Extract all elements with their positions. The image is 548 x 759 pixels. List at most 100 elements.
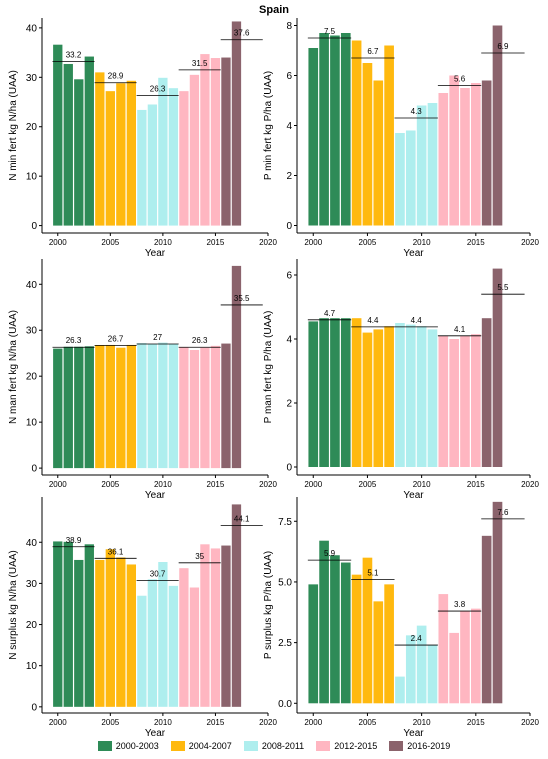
bar-2015 bbox=[471, 83, 481, 226]
mean-label-2008-2011: 4.4 bbox=[411, 316, 423, 325]
bar-2011 bbox=[427, 329, 438, 467]
mean-label-2004-2007: 26.7 bbox=[108, 334, 124, 343]
x-tick-label: 2005 bbox=[359, 718, 377, 727]
x-tick-label: 2010 bbox=[413, 718, 431, 727]
figure-title: Spain bbox=[259, 4, 289, 16]
y-tick-label: 40 bbox=[26, 23, 38, 34]
bar-2010 bbox=[158, 77, 168, 226]
y-axis-title: N man fert kg N/ha (UAA) bbox=[8, 310, 19, 424]
x-tick-label: 2010 bbox=[154, 238, 172, 247]
bar-2001 bbox=[63, 63, 73, 226]
bar-2009 bbox=[147, 579, 158, 707]
legend-label: 2008-2011 bbox=[261, 741, 305, 751]
mean-label-2008-2011: 4.3 bbox=[411, 107, 423, 116]
bar-2013 bbox=[189, 587, 200, 707]
legend-item-2016-2019: 2016-2019 bbox=[389, 741, 450, 751]
legend-label: 2000-2003 bbox=[115, 741, 159, 751]
x-tick-label: 2010 bbox=[154, 718, 172, 727]
mean-label-2016-2019: 7.6 bbox=[497, 508, 509, 517]
x-tick-label: 2020 bbox=[259, 480, 277, 489]
bar-2005 bbox=[105, 549, 115, 707]
x-tick-label: 2000 bbox=[304, 238, 322, 247]
y-tick-label: 30 bbox=[26, 579, 38, 590]
bar-2004 bbox=[95, 559, 105, 707]
legend-label: 2016-2019 bbox=[407, 741, 451, 751]
bar-2007 bbox=[126, 344, 136, 469]
x-tick-label: 2000 bbox=[304, 718, 322, 727]
y-tick-label: 5.0 bbox=[278, 577, 292, 588]
x-tick-label: 2000 bbox=[49, 718, 67, 727]
x-tick-label: 2000 bbox=[49, 480, 67, 489]
bar-2009 bbox=[405, 130, 416, 226]
legend-item-2008-2011: 2008-2011 bbox=[243, 741, 305, 751]
bar-2016 bbox=[221, 57, 231, 226]
bar-2014 bbox=[460, 88, 470, 226]
y-tick-label: 6 bbox=[286, 71, 292, 82]
bar-2000 bbox=[53, 541, 63, 707]
legend-label: 2004-2007 bbox=[188, 741, 232, 751]
x-tick-label: 2005 bbox=[359, 238, 377, 247]
y-tick-label: 10 bbox=[26, 418, 38, 429]
bar-2006 bbox=[116, 83, 126, 226]
legend-swatch bbox=[243, 741, 258, 751]
bar-2012 bbox=[438, 335, 449, 467]
mean-label-2004-2007: 5.1 bbox=[367, 569, 379, 578]
chart-panel-2: 7.5 6.7 4.3 5.6 6.9 0 2 4 6 8 2000 2005 2010 2015 2020… bbox=[263, 18, 539, 259]
x-tick-label: 2010 bbox=[413, 480, 431, 489]
legend-item-2000-2003: 2000-2003 bbox=[97, 741, 159, 751]
mean-label-2000-2003: 26.3 bbox=[66, 336, 82, 345]
x-tick-label: 2020 bbox=[521, 480, 539, 489]
bar-2000 bbox=[308, 584, 319, 704]
bar-2000 bbox=[308, 48, 319, 226]
bar-2016 bbox=[221, 545, 231, 707]
bar-2010 bbox=[158, 342, 168, 469]
bar-2006 bbox=[373, 601, 384, 704]
bar-2011 bbox=[427, 103, 438, 226]
x-tick-label: 2015 bbox=[207, 718, 225, 727]
bar-2003 bbox=[340, 562, 351, 704]
bar-2016 bbox=[481, 535, 492, 704]
bar-2000 bbox=[53, 348, 63, 469]
y-axis-title: P surplus kg P/ha (UAA) bbox=[263, 551, 274, 659]
bar-2004 bbox=[95, 345, 105, 469]
y-tick-label: 0 bbox=[31, 702, 37, 713]
mean-label-2016-2019: 5.5 bbox=[497, 283, 509, 292]
x-axis-title: Year bbox=[403, 248, 424, 259]
chart-panel-3: 26.3 26.7 27 26.3 35.5 0 10 20 30 40 2000 2005 2010 2… bbox=[8, 259, 277, 501]
x-tick-label: 2005 bbox=[101, 718, 119, 727]
mean-label-2012-2015: 35 bbox=[195, 552, 204, 561]
mean-label-2000-2003: 4.7 bbox=[324, 309, 336, 318]
x-tick-label: 2015 bbox=[467, 480, 485, 489]
bar-2014 bbox=[460, 335, 470, 467]
bar-2014 bbox=[200, 347, 210, 469]
bar-2005 bbox=[105, 91, 115, 226]
y-tick-label: 7.5 bbox=[278, 517, 292, 528]
y-tick-label: 20 bbox=[26, 620, 38, 631]
bar-2007 bbox=[384, 45, 394, 226]
chart-panel-5: 38.9 36.1 30.7 35 44.1 0 10 20 30 40 2000 2005 2010 2… bbox=[8, 497, 277, 739]
bar-2001 bbox=[319, 318, 329, 467]
x-tick-label: 2005 bbox=[101, 480, 119, 489]
bar-2015 bbox=[210, 58, 221, 226]
bar-2008 bbox=[395, 323, 405, 467]
bar-2016 bbox=[221, 343, 231, 469]
legend-label: 2012-2015 bbox=[334, 741, 378, 751]
x-tick-label: 2015 bbox=[207, 238, 225, 247]
x-axis-title: Year bbox=[145, 490, 166, 501]
bar-2015 bbox=[471, 334, 481, 467]
y-tick-label: 2.5 bbox=[278, 638, 292, 649]
y-tick-label: 6 bbox=[286, 271, 292, 282]
mean-label-2000-2003: 7.5 bbox=[324, 27, 336, 36]
y-tick-label: 10 bbox=[26, 661, 38, 672]
bar-2006 bbox=[373, 329, 384, 467]
legend-swatch bbox=[316, 741, 331, 751]
bar-2013 bbox=[449, 632, 459, 704]
bar-2010 bbox=[416, 625, 427, 704]
x-tick-label: 2010 bbox=[413, 238, 431, 247]
legend: 2000-2003 2004-2007 2008-2011 2012-2015 2016… bbox=[0, 738, 548, 754]
bar-2004 bbox=[351, 574, 362, 704]
mean-label-2012-2015: 5.6 bbox=[454, 75, 466, 84]
bar-2004 bbox=[351, 40, 362, 226]
bar-2008 bbox=[137, 109, 147, 226]
x-tick-label: 2020 bbox=[259, 238, 277, 247]
